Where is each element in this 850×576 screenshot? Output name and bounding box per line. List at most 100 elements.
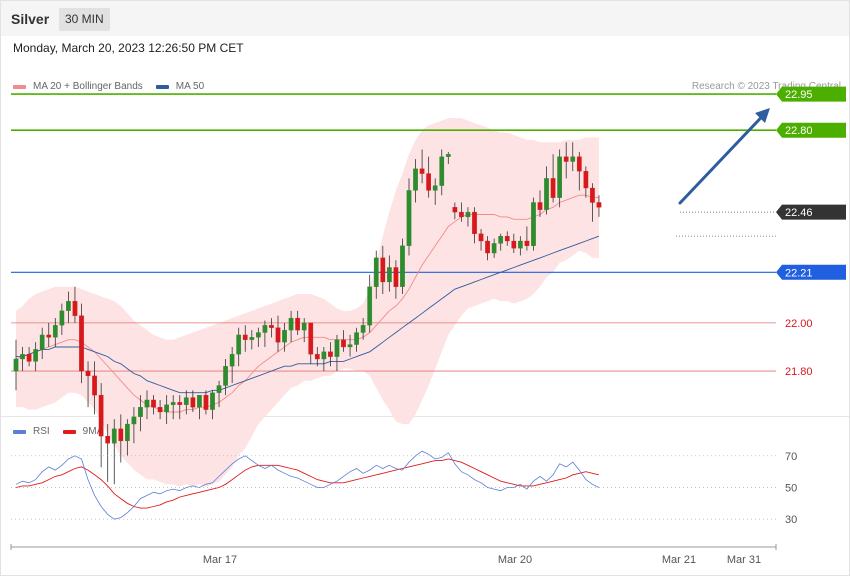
chart-header: Silver 30 MIN — [1, 1, 849, 36]
candle-body — [459, 211, 464, 218]
candle-body — [85, 370, 91, 377]
candle-body — [223, 366, 228, 386]
candle — [576, 151, 582, 191]
rsi-tick-label: 70 — [785, 451, 797, 463]
candle — [138, 395, 143, 432]
ma9-legend-label: 9MA — [82, 426, 104, 437]
candle — [308, 322, 314, 364]
price-level-22-80-label: 22.80 — [785, 125, 813, 137]
candle-body — [105, 435, 111, 444]
candle-body — [282, 329, 287, 343]
candle-body — [190, 397, 196, 408]
candle — [295, 310, 301, 335]
candle — [413, 159, 418, 203]
candle — [406, 178, 412, 256]
candle-body — [66, 301, 71, 311]
candle-body — [269, 325, 274, 328]
candle — [426, 156, 432, 198]
price-level-22-21-tag — [776, 264, 846, 280]
candle-body — [511, 240, 517, 249]
candle-body — [13, 358, 19, 372]
candle-body — [367, 286, 373, 326]
candle — [92, 361, 97, 415]
rsi-line — [15, 450, 600, 520]
forecast-arrow-shaft — [678, 113, 766, 205]
candle — [511, 233, 517, 254]
candle — [563, 142, 569, 179]
ma9-legend-swatch — [62, 429, 76, 434]
candle-body — [242, 334, 248, 340]
x-tick-label: Mar 21 — [662, 554, 696, 566]
price-level-22-00-label: 22.00 — [785, 318, 813, 330]
candle — [111, 419, 117, 485]
candle — [203, 390, 209, 415]
candle — [341, 330, 346, 352]
candle-body — [400, 245, 405, 287]
candle — [52, 318, 58, 347]
candle-body — [386, 267, 392, 283]
candle-body — [544, 178, 549, 210]
candle-body — [72, 301, 78, 316]
candle-body — [393, 267, 399, 287]
copyright-note: Research © 2023 Trading Central — [691, 81, 841, 92]
candle-body — [203, 394, 209, 410]
price-level-22-80-tag — [776, 122, 846, 138]
candle — [419, 149, 425, 184]
candle — [531, 197, 536, 251]
candle-body — [210, 392, 215, 410]
candle-body — [347, 344, 353, 348]
x-tick-label: Mar 20 — [498, 554, 532, 566]
candle — [373, 250, 379, 299]
candle — [164, 395, 169, 425]
candle-body — [432, 185, 438, 191]
candle — [59, 303, 65, 335]
candle-body — [445, 154, 451, 157]
candle — [177, 395, 183, 420]
candle — [504, 231, 510, 246]
candle — [386, 255, 392, 292]
candle — [557, 149, 563, 208]
candle-body — [334, 339, 340, 357]
timeframe-badge[interactable]: 30 MIN — [59, 8, 110, 31]
candle-body — [596, 202, 602, 208]
candle-body — [20, 354, 25, 360]
candle-body — [183, 397, 189, 405]
candle — [183, 390, 189, 415]
candle — [445, 151, 451, 164]
candle — [79, 303, 84, 384]
candle — [98, 383, 104, 468]
candle-body — [26, 354, 32, 362]
candle — [360, 318, 366, 340]
rsi-tick-label: 30 — [785, 514, 797, 526]
candle-body — [151, 399, 156, 408]
candle-body — [570, 156, 576, 162]
candle-body — [295, 317, 301, 331]
candle — [229, 346, 235, 384]
candle — [537, 190, 543, 217]
price-level-22-95-tag — [776, 86, 846, 102]
candle — [367, 274, 373, 333]
candle-body — [360, 325, 366, 333]
candle-body — [216, 385, 222, 393]
x-tick-label: Mar 31 — [727, 554, 761, 566]
candle-body — [249, 337, 255, 340]
candle-body — [485, 240, 490, 254]
ma20-legend-label: MA 20 + Bollinger Bands — [33, 81, 143, 92]
candle-body — [341, 339, 346, 348]
candle — [596, 195, 602, 217]
candle — [282, 322, 287, 352]
ma20-line — [15, 194, 599, 413]
ma50-legend-label: MA 50 — [175, 81, 205, 92]
candle — [236, 327, 242, 367]
candle — [125, 419, 130, 456]
candle-body — [314, 354, 320, 360]
ma20-legend-swatch — [13, 84, 26, 89]
rsi-tick-label: 50 — [785, 483, 797, 495]
candle-body — [275, 327, 281, 343]
candle — [66, 291, 71, 323]
candle — [170, 395, 176, 420]
candle — [301, 318, 307, 343]
candle-body — [328, 351, 333, 357]
candle — [544, 166, 549, 215]
candle-body — [170, 402, 176, 405]
